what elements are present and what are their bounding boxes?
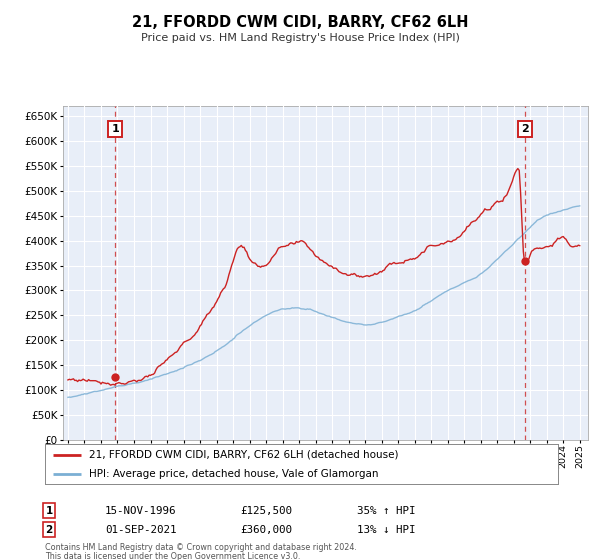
Text: £360,000: £360,000 (240, 525, 292, 535)
Text: 15-NOV-1996: 15-NOV-1996 (105, 506, 176, 516)
Text: 01-SEP-2021: 01-SEP-2021 (105, 525, 176, 535)
Text: This data is licensed under the Open Government Licence v3.0.: This data is licensed under the Open Gov… (45, 552, 301, 560)
Text: Contains HM Land Registry data © Crown copyright and database right 2024.: Contains HM Land Registry data © Crown c… (45, 543, 357, 552)
Text: 21, FFORDD CWM CIDI, BARRY, CF62 6LH (detached house): 21, FFORDD CWM CIDI, BARRY, CF62 6LH (de… (89, 450, 398, 460)
Text: 2: 2 (521, 124, 529, 134)
Text: HPI: Average price, detached house, Vale of Glamorgan: HPI: Average price, detached house, Vale… (89, 469, 378, 479)
Text: 35% ↑ HPI: 35% ↑ HPI (357, 506, 415, 516)
Text: Price paid vs. HM Land Registry's House Price Index (HPI): Price paid vs. HM Land Registry's House … (140, 33, 460, 43)
Text: 1: 1 (46, 506, 53, 516)
Text: £125,500: £125,500 (240, 506, 292, 516)
Text: 13% ↓ HPI: 13% ↓ HPI (357, 525, 415, 535)
Text: 21, FFORDD CWM CIDI, BARRY, CF62 6LH: 21, FFORDD CWM CIDI, BARRY, CF62 6LH (132, 15, 468, 30)
Text: 1: 1 (112, 124, 119, 134)
Text: 2: 2 (46, 525, 53, 535)
